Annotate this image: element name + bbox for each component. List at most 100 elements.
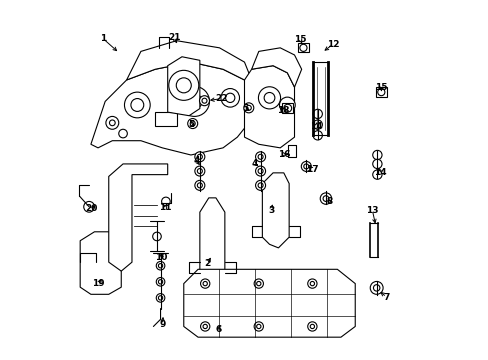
Circle shape	[255, 166, 265, 176]
Circle shape	[131, 99, 143, 111]
Circle shape	[187, 118, 197, 129]
Circle shape	[197, 154, 202, 159]
Circle shape	[256, 282, 261, 286]
Circle shape	[156, 294, 164, 302]
Bar	[298, 43, 308, 53]
Circle shape	[203, 324, 207, 329]
Circle shape	[197, 168, 202, 174]
Polygon shape	[80, 232, 121, 294]
Circle shape	[372, 150, 381, 159]
Polygon shape	[200, 198, 224, 280]
Circle shape	[200, 279, 209, 288]
Circle shape	[258, 87, 280, 109]
Polygon shape	[126, 41, 251, 80]
Polygon shape	[183, 269, 354, 337]
Circle shape	[246, 105, 251, 111]
Circle shape	[158, 264, 163, 268]
Polygon shape	[108, 164, 167, 271]
Circle shape	[307, 322, 316, 331]
Text: 2: 2	[203, 260, 210, 269]
Circle shape	[109, 120, 115, 126]
Circle shape	[372, 170, 381, 179]
Circle shape	[255, 152, 265, 162]
Polygon shape	[167, 57, 200, 116]
Text: 17: 17	[305, 165, 318, 174]
Circle shape	[254, 279, 263, 288]
Circle shape	[124, 92, 150, 118]
Circle shape	[372, 159, 381, 168]
Polygon shape	[91, 62, 251, 155]
Circle shape	[190, 121, 195, 126]
Text: 9: 9	[159, 320, 165, 329]
Circle shape	[225, 93, 234, 103]
Circle shape	[152, 232, 161, 241]
Circle shape	[283, 104, 291, 112]
Circle shape	[279, 97, 295, 113]
Circle shape	[258, 183, 263, 188]
Bar	[282, 103, 293, 113]
Text: 8: 8	[325, 197, 332, 206]
Text: 14: 14	[373, 168, 386, 177]
Circle shape	[162, 197, 170, 206]
Circle shape	[194, 152, 204, 162]
Circle shape	[258, 154, 263, 159]
Circle shape	[156, 261, 164, 270]
Polygon shape	[262, 173, 288, 248]
Text: 6: 6	[215, 325, 222, 334]
Text: 15: 15	[375, 83, 387, 92]
Circle shape	[264, 93, 274, 103]
Circle shape	[312, 120, 322, 129]
Circle shape	[303, 164, 308, 169]
Text: 15: 15	[293, 35, 306, 44]
Text: 11: 11	[159, 203, 171, 212]
Circle shape	[83, 202, 94, 212]
Circle shape	[369, 282, 382, 294]
Text: 19: 19	[92, 279, 105, 288]
Text: 13: 13	[366, 206, 378, 215]
Circle shape	[186, 94, 202, 109]
Text: 18: 18	[276, 106, 289, 115]
Circle shape	[199, 96, 209, 106]
Text: 3: 3	[267, 206, 274, 215]
Circle shape	[106, 116, 119, 129]
Circle shape	[312, 131, 322, 140]
Circle shape	[255, 180, 265, 190]
Text: 1: 1	[100, 35, 106, 44]
Polygon shape	[244, 66, 294, 148]
Circle shape	[194, 180, 204, 190]
Circle shape	[320, 193, 331, 204]
Bar	[375, 87, 386, 97]
Circle shape	[179, 86, 209, 116]
Circle shape	[200, 322, 209, 331]
Circle shape	[312, 109, 322, 118]
Text: 12: 12	[326, 40, 339, 49]
Circle shape	[119, 129, 127, 138]
Circle shape	[301, 161, 311, 171]
Text: 4: 4	[193, 156, 199, 165]
Text: 10: 10	[155, 253, 167, 262]
Circle shape	[197, 183, 202, 188]
Text: 4: 4	[251, 159, 258, 168]
Text: 14: 14	[309, 122, 322, 131]
Circle shape	[156, 278, 164, 286]
Circle shape	[194, 166, 204, 176]
Text: 20: 20	[85, 204, 98, 213]
Circle shape	[158, 296, 163, 300]
Text: 16: 16	[278, 150, 290, 159]
Circle shape	[258, 168, 263, 174]
Circle shape	[309, 324, 314, 329]
Text: 21: 21	[167, 33, 180, 42]
Circle shape	[176, 78, 191, 93]
Text: 7: 7	[383, 293, 389, 302]
Text: 5: 5	[242, 104, 248, 113]
Circle shape	[377, 89, 384, 96]
Text: 22: 22	[215, 94, 228, 103]
Text: 5: 5	[187, 120, 194, 129]
Circle shape	[202, 98, 206, 103]
Polygon shape	[251, 48, 301, 87]
Circle shape	[244, 103, 253, 113]
Circle shape	[254, 322, 263, 331]
Circle shape	[323, 196, 328, 202]
Circle shape	[299, 44, 306, 51]
Circle shape	[307, 279, 316, 288]
